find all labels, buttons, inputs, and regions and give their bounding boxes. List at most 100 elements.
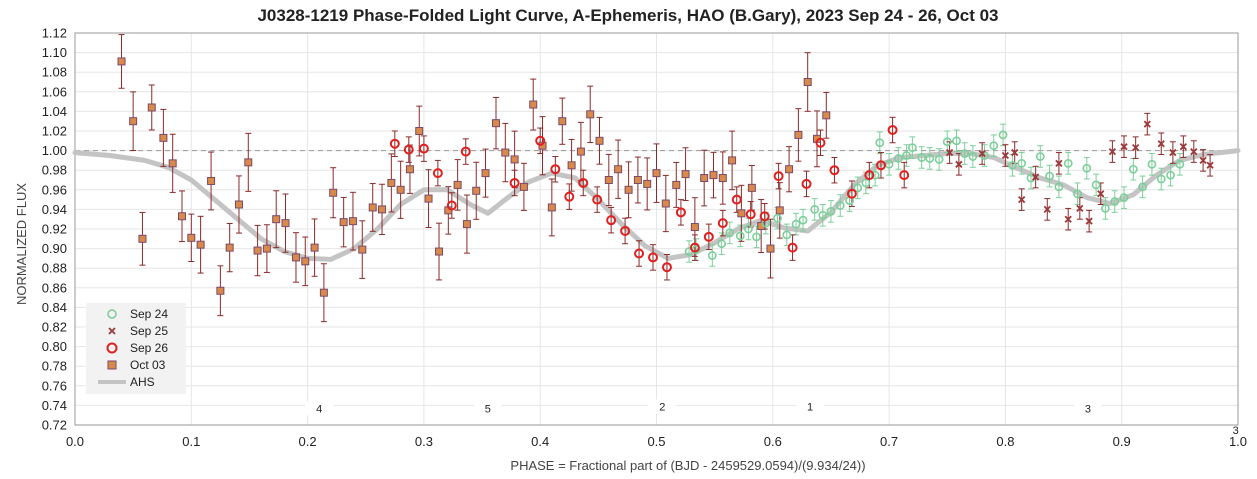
point-oct03 bbox=[766, 244, 775, 253]
x-tick-label: 0.3 bbox=[415, 434, 433, 449]
point-sep26 bbox=[403, 144, 414, 155]
point-oct03 bbox=[672, 180, 681, 189]
y-tick-label: 0.88 bbox=[42, 261, 67, 276]
y-axis-label: NORMALIZED FLUX bbox=[14, 183, 29, 305]
x-tick-label: 0.5 bbox=[647, 434, 665, 449]
point-oct03 bbox=[301, 257, 310, 266]
point-oct03 bbox=[681, 170, 690, 179]
point-sep25 bbox=[978, 149, 986, 158]
point-oct03 bbox=[216, 286, 225, 295]
point-sep24 bbox=[870, 170, 880, 180]
point-oct03 bbox=[319, 288, 328, 297]
point-oct03 bbox=[225, 243, 234, 252]
legend-label-sep24: Sep 24 bbox=[130, 307, 168, 321]
point-sep24 bbox=[952, 136, 961, 146]
point-sep26 bbox=[535, 135, 546, 146]
point-sep26 bbox=[717, 218, 728, 229]
point-sep24 bbox=[717, 239, 727, 249]
legend-marker-sep24 bbox=[107, 309, 117, 319]
point-sep25 bbox=[945, 148, 954, 157]
point-sep25 bbox=[1199, 156, 1207, 165]
point-oct03 bbox=[310, 243, 319, 252]
point-sep26 bbox=[801, 178, 812, 189]
annotation-bg bbox=[473, 401, 502, 416]
legend-item-sep24: Sep 24 bbox=[107, 307, 168, 321]
y-tick-label: 0.90 bbox=[42, 241, 67, 256]
point-sep24 bbox=[1007, 160, 1017, 170]
point-sep24 bbox=[1147, 159, 1157, 169]
legend-item-sep26: Sep 26 bbox=[106, 341, 168, 355]
chart-title: J0328-1219 Phase-Folded Light Curve, A-E… bbox=[257, 6, 998, 25]
point-sep25 bbox=[1001, 151, 1010, 160]
point-oct03 bbox=[510, 155, 519, 164]
point-oct03 bbox=[633, 176, 642, 184]
point-sep25 bbox=[1018, 195, 1026, 204]
point-sep24 bbox=[1045, 171, 1054, 181]
point-sep24 bbox=[798, 215, 808, 225]
point-oct03 bbox=[519, 182, 528, 191]
point-sep24 bbox=[743, 224, 753, 234]
point-sep26 bbox=[899, 170, 910, 181]
point-oct03 bbox=[262, 244, 271, 253]
point-oct03 bbox=[737, 209, 746, 218]
y-tick-label: 0.96 bbox=[42, 182, 67, 197]
x-tick-label: 0.9 bbox=[1113, 434, 1131, 449]
y-tick-label: 1.00 bbox=[42, 143, 67, 158]
point-oct03 bbox=[253, 246, 262, 255]
point-sep24 bbox=[707, 251, 717, 260]
y-tick-label: 0.78 bbox=[42, 359, 67, 374]
legend-item-ahs: AHS bbox=[98, 375, 155, 389]
point-sep24 bbox=[902, 151, 911, 160]
point-oct03 bbox=[159, 133, 168, 142]
point-oct03 bbox=[272, 215, 281, 224]
point-sep26 bbox=[648, 252, 659, 263]
point-sep24 bbox=[773, 213, 782, 223]
x-tick-label: 0.0 bbox=[66, 434, 84, 449]
point-sep25 bbox=[1143, 120, 1151, 128]
point-sep24 bbox=[818, 210, 828, 220]
point-sep24 bbox=[1082, 163, 1092, 173]
point-oct03 bbox=[492, 119, 501, 128]
point-oct03 bbox=[348, 217, 357, 226]
point-oct03 bbox=[652, 169, 661, 178]
legend-item-oct03: Oct 03 bbox=[107, 358, 166, 372]
point-sep24 bbox=[853, 183, 863, 193]
point-sep24 bbox=[1175, 159, 1185, 169]
point-sep26 bbox=[432, 168, 443, 179]
point-oct03 bbox=[586, 110, 595, 119]
point-sep24 bbox=[725, 228, 735, 238]
annotation-bg bbox=[796, 399, 825, 414]
point-oct03 bbox=[387, 178, 396, 187]
x-tick-label: 1.0 bbox=[1229, 434, 1247, 449]
point-sep24 bbox=[960, 149, 970, 158]
annotation-label: 3 bbox=[1085, 403, 1091, 415]
point-sep26 bbox=[606, 215, 617, 226]
point-sep24 bbox=[1138, 182, 1148, 192]
legend-box bbox=[86, 303, 186, 394]
point-sep24 bbox=[875, 138, 885, 148]
point-oct03 bbox=[435, 247, 444, 256]
point-sep26 bbox=[620, 225, 631, 236]
y-tick-label: 0.80 bbox=[42, 339, 67, 354]
point-oct03 bbox=[378, 205, 387, 214]
point-sep26 bbox=[661, 262, 672, 273]
point-sep25 bbox=[1206, 161, 1214, 169]
point-oct03 bbox=[405, 165, 414, 174]
y-tick-label: 1.10 bbox=[42, 45, 67, 60]
point-sep24 bbox=[752, 232, 761, 242]
point-sep24 bbox=[735, 231, 745, 241]
point-oct03 bbox=[661, 199, 670, 208]
point-sep24 bbox=[1017, 158, 1027, 168]
point-sep26 bbox=[745, 209, 756, 220]
point-oct03 bbox=[168, 159, 177, 168]
point-sep25 bbox=[1132, 144, 1140, 152]
point-oct03 bbox=[700, 174, 709, 183]
point-oct03 bbox=[547, 203, 556, 212]
point-oct03 bbox=[576, 147, 585, 156]
point-oct03 bbox=[281, 219, 290, 228]
y-tick-label: 0.72 bbox=[42, 418, 67, 433]
legend-label-sep26: Sep 26 bbox=[130, 341, 168, 355]
point-sep24 bbox=[917, 153, 927, 162]
point-oct03 bbox=[709, 171, 718, 180]
point-sep24 bbox=[989, 141, 999, 151]
